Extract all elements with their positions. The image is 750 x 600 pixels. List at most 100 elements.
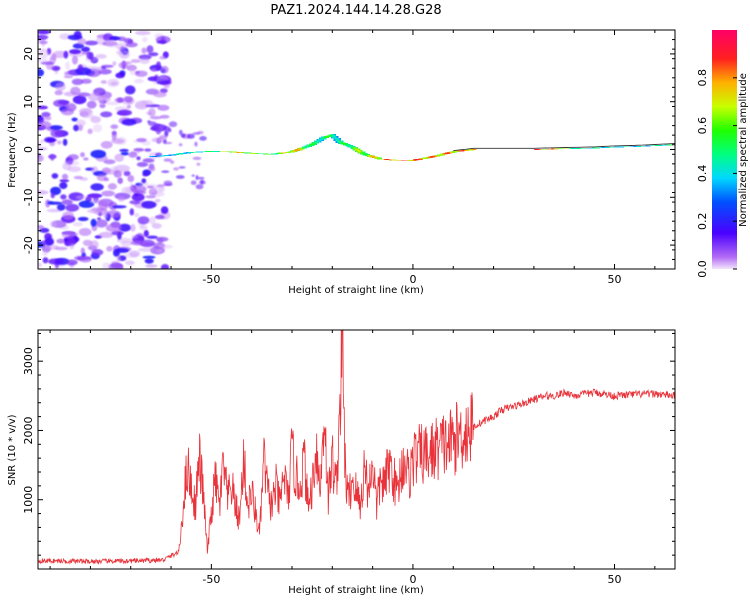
colorbar-ticks: 0.0 0.2 0.4 0.6 0.8 [696,69,737,278]
noise-blob [72,95,87,105]
noise-blob [156,80,171,85]
noise-blob [156,61,161,71]
noise-blob [49,125,63,130]
noise-blob [83,157,89,161]
noise-blob [148,52,159,57]
snr-panel: -50 0 50 1000 2000 3000 Height of straight li… [7,329,676,596]
noise-blob [121,118,137,126]
noise-blob [115,72,125,79]
noise-blob [191,174,195,177]
noise-blob [195,175,199,181]
noise-blob [40,139,45,143]
noise-blob [114,153,124,162]
noise-blob [77,38,87,45]
noise-blob [77,92,91,97]
noise-blob [129,67,136,76]
y-tick-label: -20 [22,236,35,254]
noise-blob [89,208,98,213]
noise-blob [39,40,48,45]
y-tick-label: 10 [22,95,35,109]
noise-blob [49,220,57,228]
x-tick-label: 50 [608,573,622,586]
noise-blob [80,152,85,158]
colorbar-tick-label: 0.0 [696,260,709,278]
colorbar-tick-label: 0.2 [696,212,709,230]
noise-blob [97,67,103,72]
noise-blob [38,262,43,268]
noise-blob [120,151,129,156]
noise-blob [129,208,134,216]
noise-blob [110,138,125,144]
noise-blob [50,154,55,161]
noise-blob [63,75,73,79]
noise-blob [116,264,123,269]
noise-blob [41,111,51,118]
noise-blob [155,127,161,135]
noise-blob [138,181,149,187]
noise-blob [150,67,157,72]
snr-frame [37,329,676,570]
noise-blob [61,231,76,239]
colorbar-tick-label: 0.6 [696,117,709,135]
noise-blob [200,179,204,185]
noise-blob [89,240,99,249]
noise-blob [151,223,162,229]
noise-blob [75,195,87,200]
noise-blob [160,65,169,74]
noise-blob [40,61,55,65]
ridge-center-trace [453,143,675,152]
spectrogram-xlabel: Height of straight line (km) [288,285,424,296]
noise-blob [65,203,80,212]
noise-blob [48,258,64,265]
noise-blob [38,49,49,59]
noise-blob [136,156,141,161]
noise-blob [164,183,173,186]
noise-blob [62,211,74,220]
noise-blob [195,184,204,190]
noise-blob [87,193,103,199]
noise-blob [90,116,101,124]
noise-blob [156,249,163,253]
colorbar: 0.0 0.2 0.4 0.6 0.8 Normalized spectral ampl… [696,30,749,278]
snr-ylabel: SNR (10 * v/v) [7,414,18,485]
noise-blob [103,159,116,165]
noise-blob [53,99,68,108]
noise-blob [149,187,154,196]
noise-blob [73,175,83,180]
colorbar-tick-label: 0.4 [696,165,709,183]
noise-blob [91,249,104,256]
noise-blob [100,141,113,149]
y-tick-label: 1000 [22,486,35,514]
noise-blob [149,216,156,225]
spectrogram-ridge [142,127,675,169]
noise-blob [46,138,57,142]
noise-blob [69,49,82,55]
noise-blob [73,124,80,132]
noise-blob [127,175,135,183]
noise-blob [102,262,111,269]
noise-blob [190,180,197,185]
noise-blob [70,86,81,95]
noise-blob [154,214,165,220]
noise-blob [136,138,147,142]
noise-blob [38,30,51,35]
noise-blob [38,34,49,40]
noise-blob [55,82,66,91]
noise-blob [161,170,170,173]
noise-blob [115,42,128,51]
noise-blob [130,185,147,193]
noise-blob [110,124,119,129]
noise-blob [179,129,183,136]
noise-blob [159,114,170,119]
noise-blob [178,166,186,169]
noise-blob [92,124,103,133]
noise-blob [42,257,49,264]
noise-blob [146,235,158,239]
noise-blob [180,133,186,138]
y-tick-label: 20 [22,47,35,61]
spectrogram-ylabel: Frequency (Hz) [7,112,18,188]
noise-blob [54,90,63,96]
noise-blob [104,101,120,106]
noise-blob [137,216,150,225]
noise-blob [62,138,68,146]
